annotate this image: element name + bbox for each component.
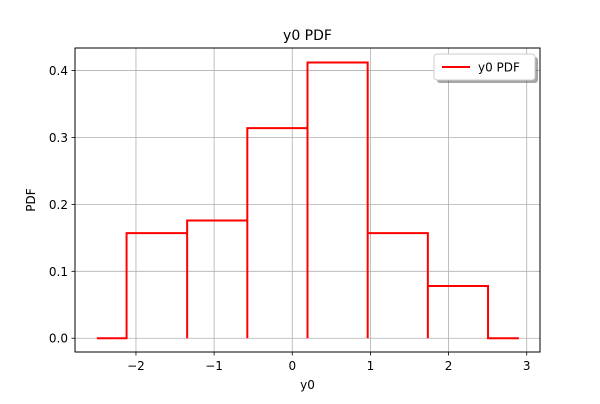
x-axis-label: y0 <box>300 378 315 392</box>
legend: y0 PDF <box>433 53 538 83</box>
series-layer <box>96 61 519 340</box>
chart-title: y0 PDF <box>283 28 332 44</box>
x-tick-label: 1 <box>367 359 375 373</box>
y-tick-label: 0.0 <box>49 332 68 346</box>
x-tick-label: −2 <box>127 359 145 373</box>
y-tick-label: 0.2 <box>49 198 68 212</box>
x-tick-label: 0 <box>288 359 296 373</box>
axis-ticks: −2 −1 0 1 2 3 0.0 0.1 0.2 0.3 0.4 <box>49 64 531 373</box>
x-tick-label: 3 <box>523 359 531 373</box>
series-line-y0-pdf <box>96 61 519 340</box>
y-tick-label: 0.1 <box>49 265 68 279</box>
y-tick-label: 0.3 <box>49 131 68 145</box>
y-tick-label: 0.4 <box>49 64 68 78</box>
x-tick-label: 2 <box>445 359 453 373</box>
plot-frame <box>74 47 541 353</box>
x-tick-label: −1 <box>205 359 223 373</box>
y-axis-label: PDF <box>24 188 38 211</box>
legend-box <box>433 53 536 81</box>
legend-label: y0 PDF <box>478 61 520 75</box>
